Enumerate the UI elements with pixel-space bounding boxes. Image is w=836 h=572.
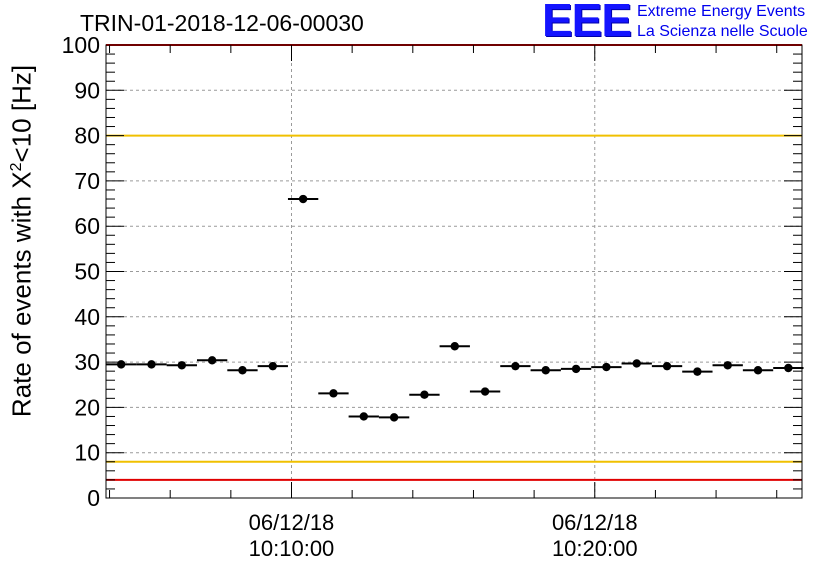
x-tick-date: 06/12/18: [551, 510, 638, 535]
y-tick-label: 70: [74, 168, 100, 194]
data-point: [147, 360, 156, 369]
data-point: [602, 362, 611, 372]
data-point: [723, 361, 732, 370]
data-point: [541, 366, 550, 375]
y-tick-label: 30: [74, 349, 100, 375]
y-tick-label: 10: [74, 440, 100, 466]
y-tick-label: 50: [74, 259, 100, 285]
logo-mark: EEE: [542, 0, 632, 46]
y-tick-label: 20: [74, 394, 100, 420]
data-point: [480, 387, 490, 396]
data-point: [632, 359, 641, 368]
data-point: [116, 360, 126, 369]
data-point: [693, 367, 702, 376]
data-point: [511, 361, 520, 371]
y-tick-label: 80: [74, 123, 100, 149]
data-point: [329, 389, 338, 398]
x-tick-date: 06/12/18: [248, 510, 335, 535]
y-tick-label: 60: [74, 213, 100, 239]
logo-line-2: La Scienza nelle Scuole: [637, 23, 808, 40]
data-point: [450, 342, 459, 351]
data-point: [389, 413, 399, 422]
data-point: [238, 366, 247, 375]
y-tick-label: 100: [62, 32, 100, 58]
data-point: [207, 356, 217, 365]
logo-line-1: Extreme Energy Events: [637, 3, 806, 20]
data-point: [753, 366, 763, 375]
data-point: [268, 361, 277, 371]
x-tick-label: 06/12/18 10:10:00: [221, 510, 361, 562]
y-tick-label: 0: [87, 485, 100, 511]
data-point: [177, 361, 187, 370]
data-point: [298, 194, 308, 204]
data-point: [662, 361, 672, 371]
data-point: [571, 364, 581, 374]
data-point: [784, 363, 793, 373]
y-tick-label: 40: [74, 304, 100, 330]
data-point: [420, 390, 429, 399]
x-tick-label: 06/12/18 10:20:00: [525, 510, 665, 562]
x-tick-time: 10:20:00: [551, 536, 638, 561]
x-tick-time: 10:10:00: [248, 536, 335, 561]
data-point: [359, 412, 368, 421]
chart-title: TRIN-01-2018-12-06-00030: [80, 10, 364, 36]
y-tick-label: 90: [74, 77, 100, 103]
